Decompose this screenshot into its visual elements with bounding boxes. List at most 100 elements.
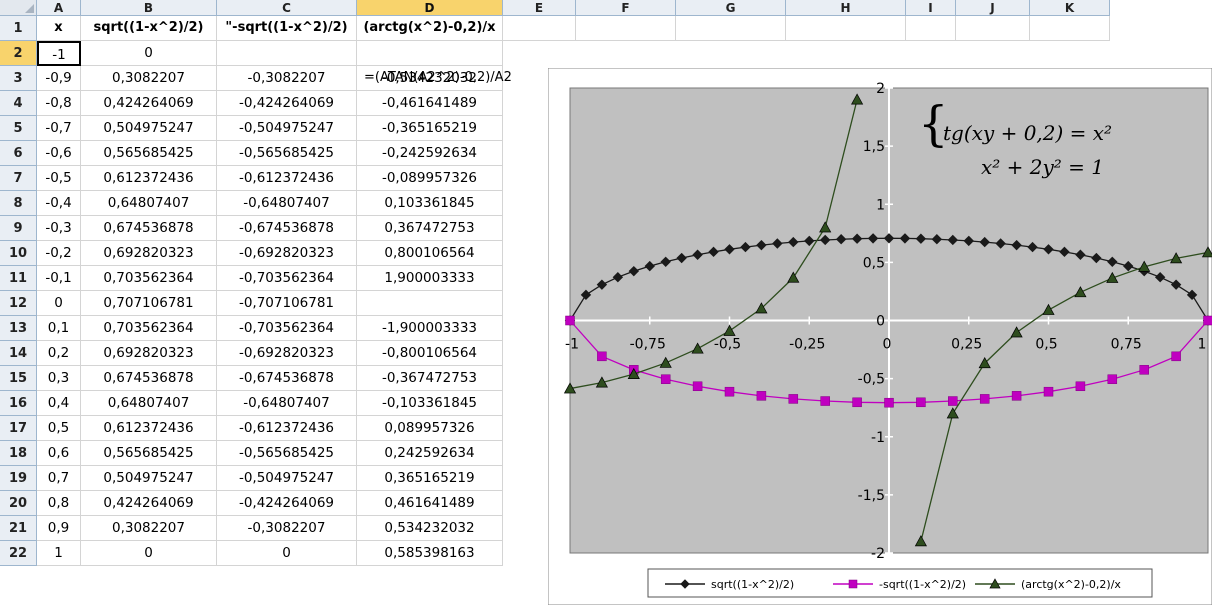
cell-d16[interactable]: -0,103361845 [357,391,503,416]
cell-d15[interactable]: -0,367472753 [357,366,503,391]
cell-a12[interactable]: 0 [37,291,81,316]
cell-a2[interactable]: -1 [37,41,81,66]
cell-b11[interactable]: 0,703562364 [81,266,217,291]
cell-a8[interactable]: -0,4 [37,191,81,216]
active-cell-formula[interactable]: =(ATAN(A2^2)-0,2)/A2 [364,70,512,85]
row-header-19[interactable]: 19 [0,466,37,491]
cell-a18[interactable]: 0,6 [37,441,81,466]
cell-b2[interactable]: 0 [81,41,217,66]
select-all-corner[interactable] [0,0,37,16]
cell-b5[interactable]: 0,504975247 [81,116,217,141]
row-header-8[interactable]: 8 [0,191,37,216]
row-header-13[interactable]: 13 [0,316,37,341]
cell-c18[interactable]: -0,565685425 [217,441,357,466]
cell-d5[interactable]: -0,365165219 [357,116,503,141]
row-header-14[interactable]: 14 [0,341,37,366]
cell-d9[interactable]: 0,367472753 [357,216,503,241]
cell-a9[interactable]: -0,3 [37,216,81,241]
cell-b20[interactable]: 0,424264069 [81,491,217,516]
cell-c20[interactable]: -0,424264069 [217,491,357,516]
column-header-k[interactable]: K [1030,0,1110,16]
cell-b4[interactable]: 0,424264069 [81,91,217,116]
row-header-6[interactable]: 6 [0,141,37,166]
cell-b10[interactable]: 0,692820323 [81,241,217,266]
column-header-f[interactable]: F [576,0,676,16]
cell-c16[interactable]: -0,64807407 [217,391,357,416]
header-cell-b[interactable]: sqrt((1-x^2)/2) [81,16,217,41]
cell-a5[interactable]: -0,7 [37,116,81,141]
row-header-2[interactable]: 2 [0,41,37,66]
cell-c21[interactable]: -0,3082207 [217,516,357,541]
cell-b22[interactable]: 0 [81,541,217,566]
cell-c11[interactable]: -0,703562364 [217,266,357,291]
cell-d19[interactable]: 0,365165219 [357,466,503,491]
cell-c15[interactable]: -0,674536878 [217,366,357,391]
cell-a22[interactable]: 1 [37,541,81,566]
cell-b17[interactable]: 0,612372436 [81,416,217,441]
row-header-15[interactable]: 15 [0,366,37,391]
cell-a3[interactable]: -0,9 [37,66,81,91]
legend[interactable] [647,568,1153,598]
row-header-16[interactable]: 16 [0,391,37,416]
column-header-j[interactable]: J [956,0,1030,16]
row-header-3[interactable]: 3 [0,66,37,91]
cell-a14[interactable]: 0,2 [37,341,81,366]
row-header-9[interactable]: 9 [0,216,37,241]
row-header-18[interactable]: 18 [0,441,37,466]
column-header-b[interactable]: B [81,0,217,16]
header-cell-a[interactable]: x [37,16,81,41]
cell-c3[interactable]: -0,3082207 [217,66,357,91]
cell-b12[interactable]: 0,707106781 [81,291,217,316]
cell-b19[interactable]: 0,504975247 [81,466,217,491]
cell-a17[interactable]: 0,5 [37,416,81,441]
cell-c9[interactable]: -0,674536878 [217,216,357,241]
cell-b14[interactable]: 0,692820323 [81,341,217,366]
column-header-a[interactable]: A [37,0,81,16]
cell-d14[interactable]: -0,800106564 [357,341,503,366]
cell-d21[interactable]: 0,534232032 [357,516,503,541]
cell-b15[interactable]: 0,674536878 [81,366,217,391]
cell-c6[interactable]: -0,565685425 [217,141,357,166]
cell-d3[interactable]: -0,534232032 [357,66,503,91]
cell-d2[interactable] [357,41,503,66]
column-header-c[interactable]: C [217,0,357,16]
cell-a16[interactable]: 0,4 [37,391,81,416]
column-header-i[interactable]: I [906,0,956,16]
cell-a15[interactable]: 0,3 [37,366,81,391]
cell-c5[interactable]: -0,504975247 [217,116,357,141]
cell-a4[interactable]: -0,8 [37,91,81,116]
row-header-17[interactable]: 17 [0,416,37,441]
cell-a21[interactable]: 0,9 [37,516,81,541]
cell-c14[interactable]: -0,692820323 [217,341,357,366]
cell-c22[interactable]: 0 [217,541,357,566]
row-header-22[interactable]: 22 [0,541,37,566]
cell-b9[interactable]: 0,674536878 [81,216,217,241]
row-header-1[interactable]: 1 [0,16,37,41]
row-header-21[interactable]: 21 [0,516,37,541]
cell-d20[interactable]: 0,461641489 [357,491,503,516]
cell-a6[interactable]: -0,6 [37,141,81,166]
cell-d10[interactable]: 0,800106564 [357,241,503,266]
row-header-5[interactable]: 5 [0,116,37,141]
row-header-7[interactable]: 7 [0,166,37,191]
cell-a10[interactable]: -0,2 [37,241,81,266]
cell-c19[interactable]: -0,504975247 [217,466,357,491]
cell-c8[interactable]: -0,64807407 [217,191,357,216]
column-header-d[interactable]: D [357,0,503,16]
cell-d6[interactable]: -0,242592634 [357,141,503,166]
cell-d8[interactable]: 0,103361845 [357,191,503,216]
cell-h1[interactable] [786,16,906,41]
cell-c2[interactable] [217,41,357,66]
cell-d4[interactable]: -0,461641489 [357,91,503,116]
cell-d12[interactable] [357,291,503,316]
cell-g1[interactable] [676,16,786,41]
cell-b16[interactable]: 0,64807407 [81,391,217,416]
cell-a13[interactable]: 0,1 [37,316,81,341]
cell-b13[interactable]: 0,703562364 [81,316,217,341]
cell-b18[interactable]: 0,565685425 [81,441,217,466]
cell-b3[interactable]: 0,3082207 [81,66,217,91]
cell-j1[interactable] [956,16,1030,41]
cell-k1[interactable] [1030,16,1110,41]
cell-d11[interactable]: 1,900003333 [357,266,503,291]
cell-c10[interactable]: -0,692820323 [217,241,357,266]
